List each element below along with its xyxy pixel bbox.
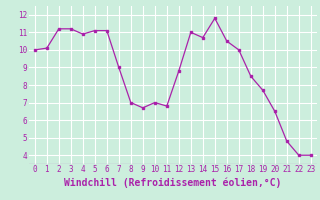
X-axis label: Windchill (Refroidissement éolien,°C): Windchill (Refroidissement éolien,°C) [64, 177, 282, 188]
